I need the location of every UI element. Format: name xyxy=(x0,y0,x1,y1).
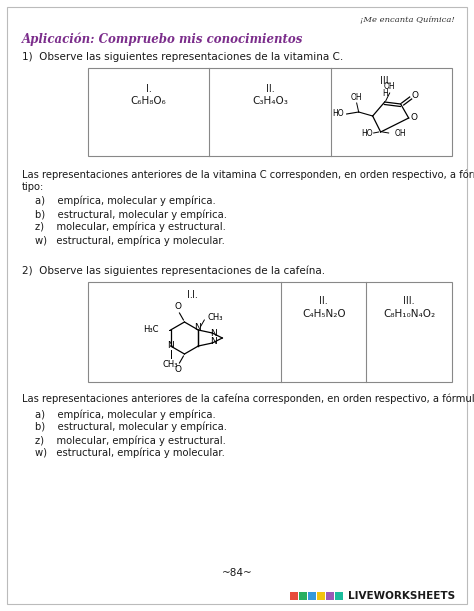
Text: ~84~: ~84~ xyxy=(222,568,252,578)
Text: O: O xyxy=(175,365,182,374)
Text: I.: I. xyxy=(191,290,197,300)
Text: w)   estructural, empírica y molecular.: w) estructural, empírica y molecular. xyxy=(35,235,225,246)
Text: HO: HO xyxy=(361,130,373,139)
Bar xyxy=(317,592,325,600)
Text: Las representaciones anteriores de la cafeína corresponden, en orden respectivo,: Las representaciones anteriores de la ca… xyxy=(22,394,474,404)
Text: OH: OH xyxy=(395,130,406,139)
Text: O: O xyxy=(411,92,419,100)
Text: C₃H₄O₃: C₃H₄O₃ xyxy=(252,96,288,106)
Text: 2)  Observe las siguientes representaciones de la cafeína.: 2) Observe las siguientes representacion… xyxy=(22,266,325,277)
Text: H₃C: H₃C xyxy=(143,326,159,334)
Text: C₄H₅N₂O: C₄H₅N₂O xyxy=(302,309,346,319)
Text: O: O xyxy=(175,302,182,311)
Text: I.: I. xyxy=(146,84,152,94)
Text: OH: OH xyxy=(384,82,395,91)
Text: Aplicación: Compruebo mis conocimientos: Aplicación: Compruebo mis conocimientos xyxy=(22,33,303,46)
Text: a)    empírica, molecular y empírica.: a) empírica, molecular y empírica. xyxy=(35,196,216,207)
Text: C₈H₁₀N₄O₂: C₈H₁₀N₄O₂ xyxy=(383,309,435,319)
Text: II.: II. xyxy=(265,84,274,94)
Bar xyxy=(290,592,298,600)
Text: O: O xyxy=(410,114,418,122)
Text: a)    empírica, molecular y empírica.: a) empírica, molecular y empírica. xyxy=(35,409,216,420)
Bar xyxy=(299,592,307,600)
Text: Las representaciones anteriores de la vitamina C corresponden, en orden respecti: Las representaciones anteriores de la vi… xyxy=(22,170,474,180)
Text: N: N xyxy=(167,342,174,351)
Text: b)    estructural, molecular y empírica.: b) estructural, molecular y empírica. xyxy=(35,422,227,433)
Text: H: H xyxy=(382,89,388,98)
Bar xyxy=(308,592,316,600)
Text: z)    molecular, empírica y estructural.: z) molecular, empírica y estructural. xyxy=(35,222,226,233)
Text: tipo:: tipo: xyxy=(22,182,44,192)
Text: I.: I. xyxy=(187,290,192,300)
Text: CH₃: CH₃ xyxy=(163,360,178,369)
Text: N: N xyxy=(210,337,217,346)
Text: II.: II. xyxy=(319,296,328,306)
Text: w)   estructural, empírica y molecular.: w) estructural, empírica y molecular. xyxy=(35,448,225,458)
Text: ¡Me encanta Química!: ¡Me encanta Química! xyxy=(360,16,455,24)
Text: HO: HO xyxy=(332,109,344,119)
Text: 1)  Observe las siguientes representaciones de la vitamina C.: 1) Observe las siguientes representacion… xyxy=(22,52,343,62)
Bar xyxy=(335,592,343,600)
Bar xyxy=(88,282,452,382)
Text: CH₃: CH₃ xyxy=(207,313,223,323)
Text: b)    estructural, molecular y empírica.: b) estructural, molecular y empírica. xyxy=(35,209,227,219)
Text: N: N xyxy=(210,329,217,338)
Bar xyxy=(326,592,334,600)
Text: z)    molecular, empírica y estructural.: z) molecular, empírica y estructural. xyxy=(35,435,226,445)
Text: OH: OH xyxy=(351,93,363,102)
Text: LIVEWORKSHEETS: LIVEWORKSHEETS xyxy=(348,591,455,601)
Text: III.: III. xyxy=(403,296,415,306)
Text: N: N xyxy=(194,323,201,332)
Text: C₆H₈O₆: C₆H₈O₆ xyxy=(131,96,166,106)
Text: III.: III. xyxy=(380,76,392,86)
Bar xyxy=(88,68,452,156)
